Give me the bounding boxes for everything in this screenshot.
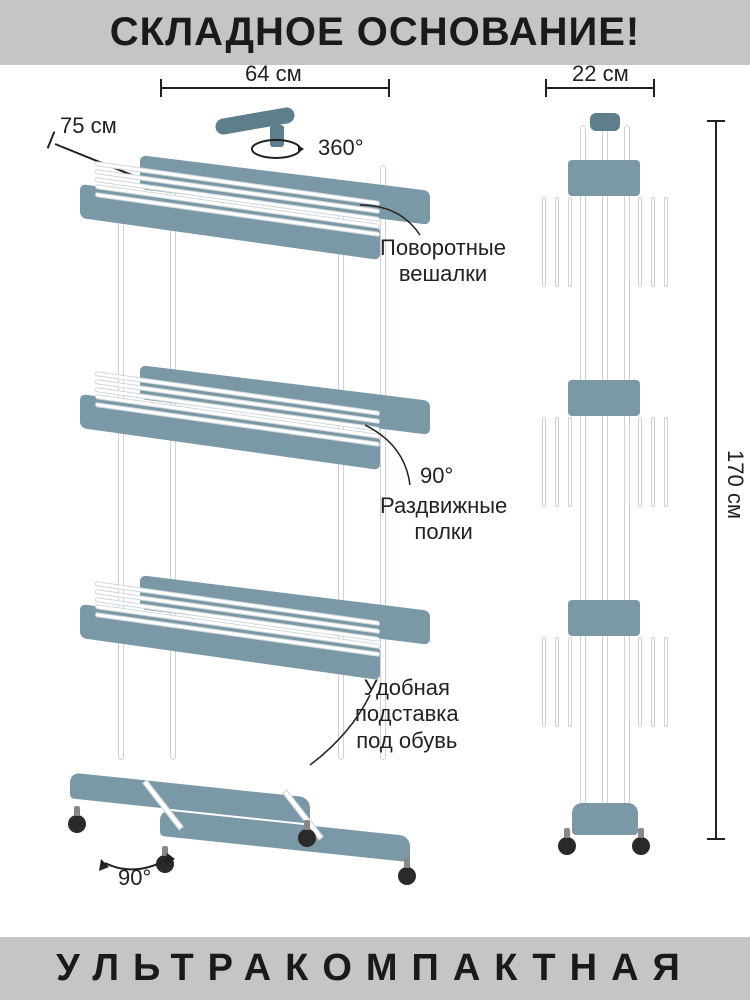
dim-height: 170 см [722, 450, 748, 519]
diagram-stage: 64 см 75 см 22 см 170 см 360° [0, 65, 750, 935]
dim-tick [707, 838, 725, 840]
rack-pole [118, 200, 124, 760]
annot-hangers: Поворотные вешалки [380, 235, 506, 288]
folded-base [572, 803, 638, 835]
rotate-arrow-icon [246, 135, 306, 163]
dim-width-open: 64 см [245, 61, 302, 87]
banner-title-top: СКЛАДНОЕ ОСНОВАНИЕ! [0, 10, 750, 55]
folded-bars [638, 637, 668, 727]
dim-line-width-open [160, 87, 390, 89]
caster-wheel [298, 829, 316, 847]
folded-bars [638, 197, 668, 287]
dim-tick [545, 79, 547, 97]
angle-base: 90° [118, 865, 151, 891]
annot-shelves: Раздвижные полки [380, 493, 507, 546]
angle-rotate: 360° [318, 135, 364, 161]
leader-line [365, 415, 465, 505]
banner-title-bottom: УЛЬТРАКОМПАКТНАЯ [0, 947, 750, 990]
folded-shelf [568, 160, 640, 196]
folded-bars [638, 417, 668, 507]
caster-wheel [68, 815, 86, 833]
folded-bars [542, 637, 572, 727]
top-banner: СКЛАДНОЕ ОСНОВАНИЕ! [0, 0, 750, 65]
annot-shoe-stand: Удобная подставка под обувь [355, 675, 459, 754]
dim-tick [653, 79, 655, 97]
rack-pole-folded [580, 125, 586, 805]
caster-wheel [398, 867, 416, 885]
caster-wheel [558, 837, 576, 855]
folded-shelf [568, 600, 640, 636]
folded-shelf [568, 380, 640, 416]
dim-tick [47, 131, 56, 148]
dim-line-height [715, 120, 717, 840]
bottom-banner: УЛЬТРАКОМПАКТНАЯ [0, 937, 750, 1000]
folded-hanger [590, 113, 620, 131]
angle-shelf: 90° [420, 463, 453, 489]
folded-bars [542, 417, 572, 507]
dim-line-width-folded [545, 87, 655, 89]
rack-pole [170, 165, 176, 760]
rack-pole-folded [602, 125, 608, 805]
rack-pole-folded [624, 125, 630, 805]
dim-depth: 75 см [60, 113, 117, 139]
dim-width-folded: 22 см [572, 61, 629, 87]
folded-bars [542, 197, 572, 287]
dim-tick [160, 79, 162, 97]
dim-tick [388, 79, 390, 97]
rack-pole [338, 200, 344, 760]
dim-tick [707, 120, 725, 122]
caster-wheel [632, 837, 650, 855]
